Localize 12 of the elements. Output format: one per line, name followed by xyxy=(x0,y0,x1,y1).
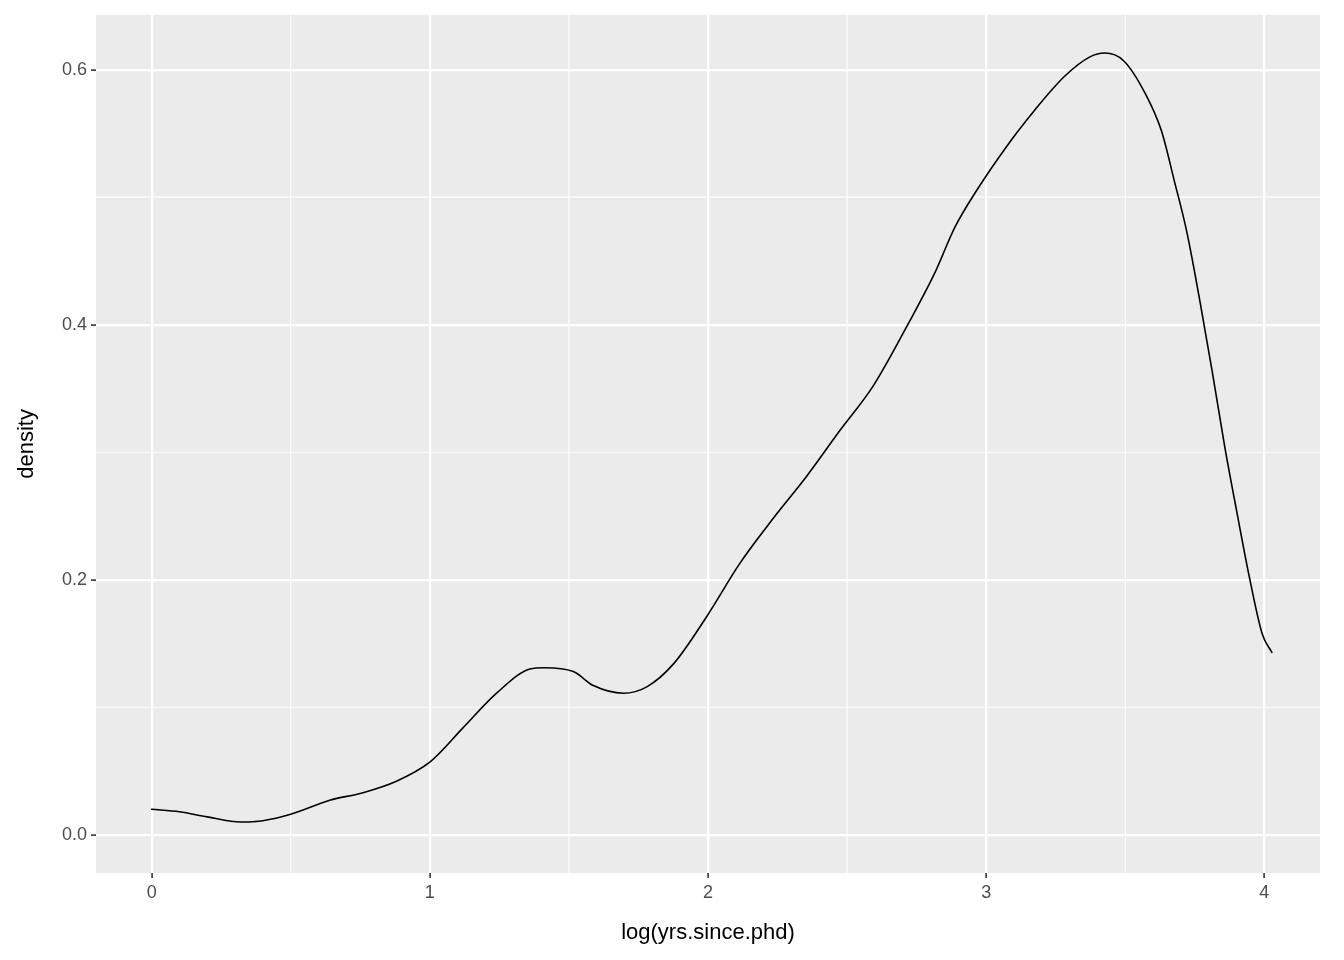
x-tick-label: 0 xyxy=(146,881,157,902)
x-axis-title: log(yrs.since.phd) xyxy=(621,918,795,944)
y-tick-label: 0.4 xyxy=(61,313,87,334)
y-axis-title: density xyxy=(13,409,39,479)
x-tick-label: 4 xyxy=(1259,881,1270,902)
x-tick-label: 3 xyxy=(981,881,992,902)
y-tick-label: 0.6 xyxy=(61,58,87,79)
x-tick-label: 1 xyxy=(424,881,435,902)
y-tick-label: 0.0 xyxy=(61,823,87,844)
x-tick-label: 2 xyxy=(702,881,714,902)
line-series xyxy=(150,52,1273,823)
y-tick-label: 0.2 xyxy=(61,568,87,589)
